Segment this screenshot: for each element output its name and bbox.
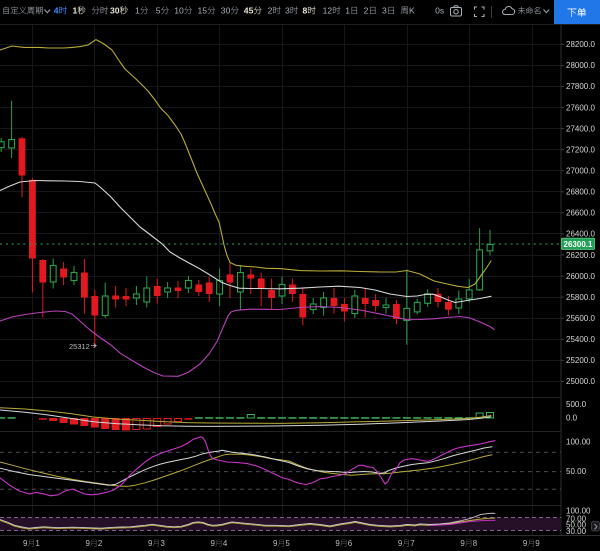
svg-text:25000.0: 25000.0 (566, 377, 595, 386)
svg-text:6: 6 (348, 539, 353, 548)
svg-text:25600.0: 25600.0 (566, 314, 595, 323)
svg-text:1: 1 (73, 6, 78, 16)
svg-text:26400.0: 26400.0 (566, 230, 595, 239)
svg-text:30: 30 (110, 6, 120, 16)
svg-text:9: 9 (460, 539, 465, 548)
svg-text:9: 9 (211, 539, 216, 548)
svg-text:30.00: 30.00 (566, 527, 587, 536)
svg-text:9: 9 (335, 539, 340, 548)
svg-text:5: 5 (156, 6, 161, 16)
svg-text:27600.0: 27600.0 (566, 103, 595, 112)
svg-text:28200.0: 28200.0 (566, 40, 595, 49)
svg-text:9: 9 (535, 539, 540, 548)
svg-text:27800.0: 27800.0 (566, 82, 595, 91)
svg-text:26200.0: 26200.0 (566, 251, 595, 260)
svg-text:4: 4 (223, 539, 228, 548)
svg-text:70.00: 70.00 (566, 515, 587, 524)
svg-text:5: 5 (285, 539, 290, 548)
svg-text:9: 9 (398, 539, 403, 548)
svg-text:12: 12 (323, 6, 333, 16)
svg-text:9: 9 (23, 539, 28, 548)
svg-text:K: K (409, 6, 415, 16)
svg-text:8: 8 (473, 539, 478, 548)
svg-text:1: 1 (135, 6, 140, 16)
svg-text:2: 2 (364, 6, 369, 16)
svg-text:2: 2 (98, 539, 103, 548)
svg-text:7: 7 (410, 539, 415, 548)
svg-text:0s: 0s (435, 6, 444, 16)
svg-text:26300.1: 26300.1 (564, 240, 593, 249)
svg-text:27200.0: 27200.0 (566, 145, 595, 154)
svg-text:30: 30 (221, 6, 231, 16)
svg-text:25312: 25312 (69, 342, 90, 351)
svg-text:25400.0: 25400.0 (566, 335, 595, 344)
svg-text:9: 9 (273, 539, 278, 548)
svg-text:27400.0: 27400.0 (566, 124, 595, 133)
svg-text:3: 3 (382, 6, 387, 16)
svg-text:15: 15 (198, 6, 208, 16)
svg-text:25200.0: 25200.0 (566, 356, 595, 365)
svg-text:2: 2 (268, 6, 273, 16)
svg-text:1: 1 (345, 6, 350, 16)
svg-text:9: 9 (86, 539, 91, 548)
svg-text:45: 45 (244, 6, 254, 16)
svg-text:50.00: 50.00 (566, 467, 587, 476)
svg-text:3: 3 (160, 539, 165, 548)
svg-text:25800.0: 25800.0 (566, 293, 595, 302)
svg-text:50.00: 50.00 (566, 521, 587, 530)
svg-text:26000.0: 26000.0 (566, 272, 595, 281)
svg-text:4: 4 (54, 6, 59, 16)
svg-text:10: 10 (174, 6, 184, 16)
svg-text:3: 3 (285, 6, 290, 16)
svg-text:9: 9 (148, 539, 153, 548)
svg-text:9: 9 (523, 539, 528, 548)
svg-text:28000.0: 28000.0 (566, 61, 595, 70)
svg-text:8: 8 (303, 6, 308, 16)
svg-text:100.00: 100.00 (566, 507, 591, 516)
svg-text:500.0: 500.0 (566, 400, 587, 409)
svg-text:26600.0: 26600.0 (566, 209, 595, 218)
svg-text:1: 1 (35, 539, 40, 548)
svg-text:27000.0: 27000.0 (566, 167, 595, 176)
svg-text:0.0: 0.0 (566, 413, 578, 422)
svg-text:100.00: 100.00 (566, 438, 591, 447)
svg-text:26800.0: 26800.0 (566, 188, 595, 197)
